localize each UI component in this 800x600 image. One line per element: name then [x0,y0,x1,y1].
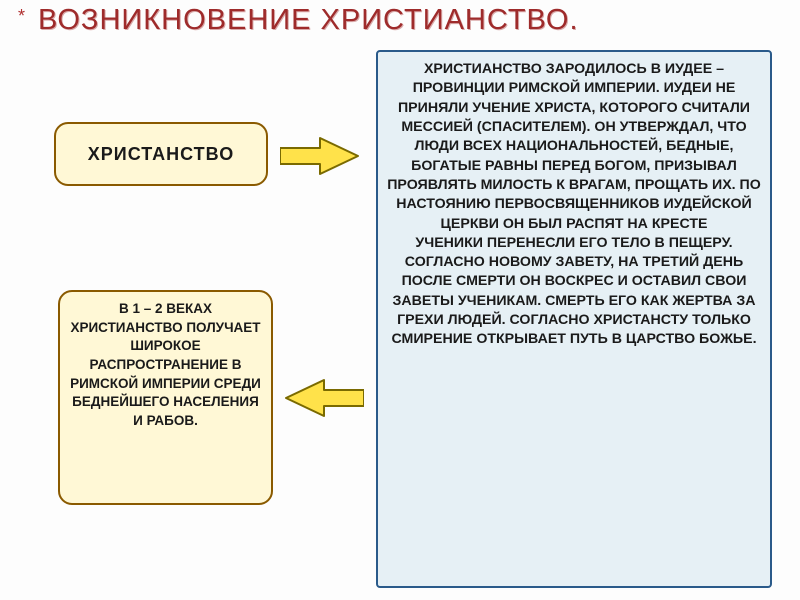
box-spread-text: В 1 – 2 ВЕКАХ ХРИСТИАНСТВО ПОЛУЧАЕТ ШИРО… [58,290,273,505]
box-christianity-label: ХРИСТАНСТВО [54,122,268,186]
arrow-left-icon [284,378,364,418]
bullet-star: * [18,6,25,27]
box-main-text-content: ХРИСТИАНСТВО ЗАРОДИЛОСЬ В ИУДЕЕ – ПРОВИН… [384,60,764,578]
slide: * ВОЗНИКНОВЕНИЕ ХРИСТИАНСТВО. ХРИСТАНСТВ… [0,0,800,600]
box-spread-text-content: В 1 – 2 ВЕКАХ ХРИСТИАНСТВО ПОЛУЧАЕТ ШИРО… [68,300,263,495]
box-main-text: ХРИСТИАНСТВО ЗАРОДИЛОСЬ В ИУДЕЕ – ПРОВИН… [376,50,772,588]
box-christianity-label-text: ХРИСТАНСТВО [88,144,234,165]
arrow-right-icon [280,136,360,176]
slide-title: ВОЗНИКНОВЕНИЕ ХРИСТИАНСТВО. [38,4,780,37]
